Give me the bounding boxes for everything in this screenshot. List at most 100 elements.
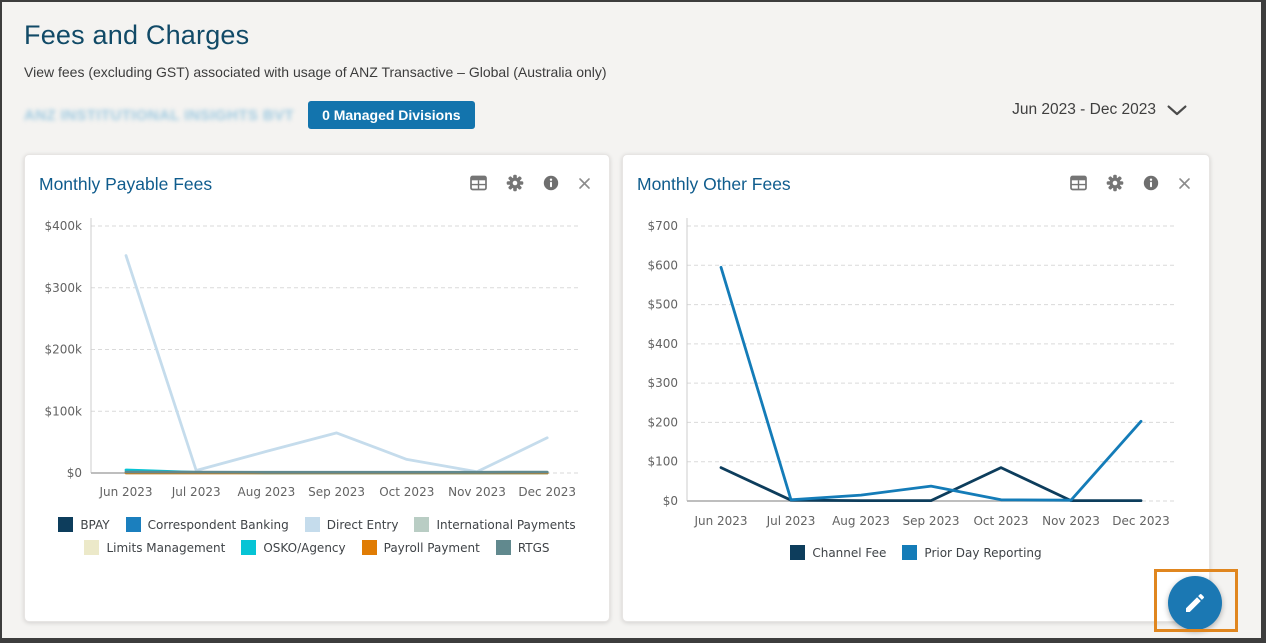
x-axis-tick-label: Aug 2023 [832,514,890,528]
legend-item[interactable]: Channel Fee [790,545,886,560]
pencil-icon [1186,593,1205,612]
other-chart-legend: Channel Fee Prior Day Reporting [623,545,1209,560]
legend-row: Channel Fee Prior Day Reporting [790,545,1042,560]
x-axis-tick-label: Nov 2023 [448,485,506,499]
legend-item[interactable]: BPAY [58,517,110,532]
legend-swatch [902,545,918,560]
card-actions [468,160,593,194]
x-axis-tick-label: Oct 2023 [973,514,1028,528]
y-axis-tick-label: $0 [67,466,82,480]
legend-row: Limits Management OSKO/Agency Payroll Paym… [84,540,550,555]
legend-item[interactable]: Limits Management [84,540,225,555]
y-axis-tick-label: $200 [647,415,678,429]
x-axis-tick-label: Oct 2023 [379,485,434,499]
info-button[interactable] [541,173,561,193]
date-range-label: Jun 2023 - Dec 2023 [1012,101,1156,118]
y-axis-tick-label: $400 [647,337,678,351]
y-axis-tick-label: $400k [45,219,83,233]
legend-item[interactable]: Correspondent Banking [125,517,289,532]
organisation-name: ANZ INSTITUTIONAL INSIGHTS BVT [24,106,295,124]
y-axis-tick-label: $300 [647,376,678,390]
settings-button[interactable] [504,172,526,194]
chevron-down-icon [1167,105,1187,115]
legend-swatch [495,540,511,555]
x-axis-tick-label: Jun 2023 [693,514,747,528]
x-axis-tick-label: Sep 2023 [308,485,365,499]
x-axis-tick-label: Nov 2023 [1042,514,1100,528]
legend-label: Correspondent Banking [147,517,289,532]
legend-swatch [84,540,100,555]
legend-label: Limits Management [106,540,226,555]
card-header: Monthly Other Fees [623,155,1209,199]
x-axis-tick-label: Dec 2023 [1112,514,1170,528]
x-axis-tick-label: Aug 2023 [238,485,296,499]
y-axis-tick-label: $300k [45,281,83,295]
card-actions [1068,160,1193,194]
close-icon [1179,177,1190,189]
settings-button[interactable] [1104,172,1126,194]
y-axis-tick-label: $200k [45,343,83,357]
series-line [719,265,1143,502]
card-header: Monthly Payable Fees [25,155,609,199]
legend-swatch [241,540,257,555]
card-title: Monthly Other Fees [637,173,791,194]
info-button[interactable] [1141,173,1161,193]
card-monthly-payable-fees: Monthly Payable Fees [24,154,610,622]
legend-label: BPAY [80,517,110,532]
table-view-button[interactable] [468,173,489,193]
y-axis-tick-label: $100 [647,455,678,469]
legend-item[interactable]: International Payments [414,517,576,532]
legend-label: OSKO/Agency [263,540,346,555]
legend-swatch [790,545,806,560]
x-axis-tick-label: Dec 2023 [518,485,576,499]
legend-swatch [414,517,430,532]
close-button[interactable] [576,175,593,192]
organisation-row: ANZ INSTITUTIONAL INSIGHTS BVT 0 Managed… [24,100,475,130]
legend-label: Channel Fee [812,545,887,560]
legend-label: Direct Entry [326,517,399,532]
y-axis-tick-label: $600 [647,258,678,272]
legend-item[interactable]: Direct Entry [304,517,399,532]
table-icon [470,175,487,191]
x-axis-tick-label: Jun 2023 [98,485,152,499]
legend-item[interactable]: Prior Day Reporting [902,545,1042,560]
info-icon [1143,175,1159,191]
legend-swatch [125,517,141,532]
legend-label: Prior Day Reporting [924,545,1042,560]
y-axis-tick-label: $500 [647,298,678,312]
legend-item[interactable]: Payroll Payment [361,540,480,555]
payable-chart-legend: BPAY Correspondent Banking Direct Entry Int… [25,517,609,555]
table-icon [1070,175,1087,191]
y-axis-tick-label: $700 [647,219,678,233]
close-icon [579,177,590,189]
edit-fab-button[interactable] [1168,576,1222,630]
page-title: Fees and Charges [24,20,250,50]
info-icon [543,175,559,191]
other-fees-chart[interactable]: $0 $100 $200 $300 $400 $500 $600 $700 Jun 2023 Ju… [633,207,1199,537]
legend-label: RTGS [517,540,550,555]
card-title: Monthly Payable Fees [39,173,213,194]
y-axis-tick-label: $100k [45,404,83,418]
x-axis-tick-label: Jul 2023 [766,514,816,528]
page-subtitle: View fees (excluding GST) associated wit… [24,64,607,80]
payable-fees-chart[interactable]: $0 $100k $200k $300k $400k Jun 2023 Jul 2023 Au… [35,207,601,507]
legend-label: International Payments [436,517,576,532]
gear-icon [1106,174,1124,192]
y-axis-tick-label: $0 [663,494,678,508]
table-view-button[interactable] [1068,173,1089,193]
legend-swatch [361,540,377,555]
x-axis-tick-label: Sep 2023 [903,514,960,528]
card-monthly-other-fees: Monthly Other Fees [622,154,1210,622]
legend-swatch [58,517,74,532]
gear-icon [506,174,524,192]
x-axis-tick-label: Jul 2023 [171,485,221,499]
managed-divisions-button[interactable]: 0 Managed Divisions [308,101,475,129]
close-button[interactable] [1176,175,1193,192]
legend-row: BPAY Correspondent Banking Direct Entry Int… [58,517,576,532]
legend-item[interactable]: OSKO/Agency [241,540,346,555]
legend-item[interactable]: RTGS [495,540,550,555]
legend-swatch [304,517,320,532]
date-range-selector[interactable]: Jun 2023 - Dec 2023 [1012,101,1187,119]
legend-label: Payroll Payment [383,540,480,555]
